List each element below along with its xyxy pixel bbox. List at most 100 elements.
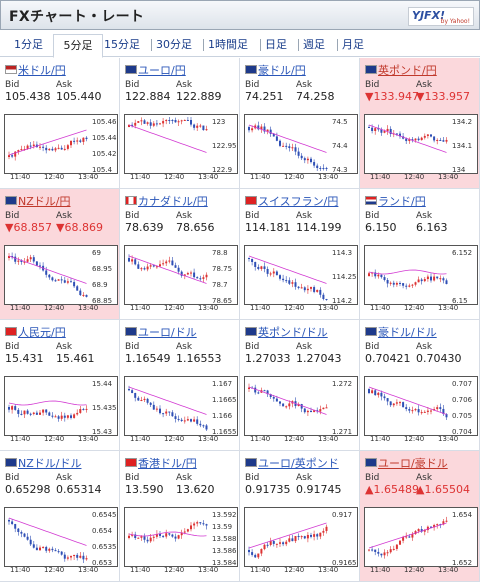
pair-link[interactable]: 豪ドル/ドル — [378, 326, 437, 339]
y-tick-label: 134.2 — [452, 118, 473, 126]
candle-body — [193, 419, 196, 422]
candle-body — [313, 162, 316, 166]
mini-chart[interactable] — [4, 245, 118, 305]
rate-card[interactable]: 人民元/円 Bid 15.431 Ask 15.461 15.44 15.435 15.43 1… — [0, 320, 120, 451]
moving-average-line — [8, 255, 87, 284]
mini-chart[interactable] — [4, 114, 118, 174]
candle-body — [420, 137, 423, 141]
pair-link[interactable]: NZドル/ドル — [18, 457, 82, 470]
candle-body — [275, 398, 278, 402]
rate-card[interactable]: NZドル/ドル Bid 0.65298 Ask 0.65314 0.6545 0.654 0.… — [0, 451, 120, 582]
rate-card[interactable]: スイスフラン/円 Bid 114.181 Ask 114.199 114.3 114.25 1… — [240, 189, 360, 320]
candle-body — [70, 415, 72, 418]
yjfx-logo[interactable]: YJFX! by Yahoo! — [408, 7, 474, 26]
candle-body — [8, 155, 10, 157]
rate-card[interactable]: 米ドル/円 Bid 105.438 Ask 105.440 105.46 105.44 105… — [0, 58, 120, 189]
pair-link[interactable]: NZドル/円 — [18, 195, 71, 208]
rate-card[interactable]: ユーロ/豪ドル Bid ▲1.65489 Ask ▲1.65504 1.654 1.652 1… — [360, 451, 480, 582]
candle-body — [140, 400, 143, 402]
candle-body — [137, 121, 140, 123]
mini-chart[interactable] — [244, 114, 358, 174]
mini-chart[interactable] — [244, 376, 358, 436]
candle-body — [392, 403, 395, 406]
rate-card[interactable]: NZドル/円 Bid ▼68.857 Ask ▼68.869 69 68.95 68.9 68.… — [0, 189, 120, 320]
mini-chart[interactable] — [244, 507, 358, 567]
pair-link[interactable]: カナダドル/円 — [138, 195, 208, 208]
candle-body — [29, 539, 32, 545]
candlestick-chart — [8, 517, 88, 564]
tab-5[interactable]: 日足 — [265, 38, 287, 51]
rate-card[interactable]: ユーロ/英ポンド Bid 0.91735 Ask 0.91745 0.917 0.9165 1… — [240, 451, 360, 582]
rate-card[interactable]: ユーロ/円 Bid 122.884 Ask 122.889 123 122.95 122.9 1… — [120, 58, 240, 189]
candle-body — [266, 268, 269, 274]
pair-link[interactable]: ユーロ/ドル — [138, 326, 197, 339]
candle-body — [174, 536, 177, 539]
pair-link[interactable]: 英ポンド/ドル — [258, 326, 328, 339]
candle-body — [11, 521, 14, 524]
pair-link[interactable]: 香港ドル/円 — [138, 457, 197, 470]
tab-2[interactable]: 15分足 — [104, 38, 140, 51]
candle-body — [11, 406, 14, 410]
tab-4[interactable]: 1時間足 — [208, 38, 248, 51]
tab-6[interactable]: 週足 — [303, 38, 325, 51]
candle-body — [152, 404, 155, 410]
pair-link[interactable]: 英ポンド/円 — [378, 64, 437, 77]
pair-link[interactable]: 米ドル/円 — [18, 64, 66, 77]
y-tick-label: 13.592 — [212, 511, 237, 519]
mini-chart[interactable] — [364, 114, 478, 174]
mini-chart[interactable] — [124, 245, 238, 305]
rate-card[interactable]: 英ポンド/円 Bid ▼133.947 Ask ▼133.957 134.2 134.1 13… — [360, 58, 480, 189]
mini-chart[interactable] — [364, 507, 478, 567]
rate-card[interactable]: ユーロ/ドル Bid 1.16549 Ask 1.16553 1.167 1.1665 1.1… — [120, 320, 240, 451]
candle-body — [439, 407, 442, 409]
candle-body — [51, 415, 54, 417]
rate-card[interactable]: 豪ドル/ドル Bid 0.70421 Ask 0.70430 0.707 0.706 0.70… — [360, 320, 480, 451]
mini-chart[interactable] — [364, 245, 478, 305]
pair-link[interactable]: 人民元/円 — [18, 326, 66, 339]
pair-link[interactable]: 豪ドル/円 — [258, 64, 306, 77]
candle-body — [279, 401, 281, 404]
bid-value: 0.65298 — [5, 483, 51, 496]
rate-card[interactable]: 香港ドル/円 Bid 13.590 Ask 13.620 13.592 13.59 13.58… — [120, 451, 240, 582]
rate-card[interactable]: 豪ドル/円 Bid 74.251 Ask 74.258 74.5 74.4 74.3 11:40… — [240, 58, 360, 189]
mini-chart[interactable] — [124, 376, 238, 436]
x-tick-label: 13:40 — [318, 173, 339, 181]
candle-body — [134, 534, 137, 539]
mini-chart[interactable] — [4, 507, 118, 567]
mini-chart[interactable] — [4, 376, 118, 436]
candle-body — [76, 140, 79, 142]
pair-link[interactable]: スイスフラン/円 — [258, 195, 339, 208]
ask-label: Ask — [296, 342, 313, 352]
flag-icon — [5, 65, 17, 74]
mini-chart[interactable] — [124, 507, 238, 567]
tab-separator — [298, 39, 299, 51]
tab-3[interactable]: 30分足 — [156, 38, 192, 51]
currency-grid: 米ドル/円 Bid 105.438 Ask 105.440 105.46 105.44 105… — [0, 58, 480, 582]
candle-body — [82, 555, 85, 560]
candle-body — [445, 139, 448, 142]
y-tick-label: 15.435 — [92, 404, 117, 412]
candle-body — [269, 129, 272, 134]
y-tick-label: 1.654 — [452, 511, 473, 519]
rate-card[interactable]: カナダドル/円 Bid 78.639 Ask 78.656 78.8 78.75 78.7 78… — [120, 189, 240, 320]
mini-chart[interactable] — [364, 376, 478, 436]
rate-card[interactable]: ランド/円 Bid 6.150 Ask 6.163 6.152 6.15 11:40 12:40… — [360, 189, 480, 320]
candle-body — [26, 145, 29, 150]
candle-body — [60, 551, 63, 555]
rate-card[interactable]: 英ポンド/ドル Bid 1.27033 Ask 1.27043 1.272 1.271 11:… — [240, 320, 360, 451]
moving-average-line — [128, 386, 207, 415]
candle-body — [17, 409, 20, 414]
candle-body — [20, 413, 23, 415]
tab-0[interactable]: 1分足 — [14, 38, 43, 51]
y-tick-label: 0.6535 — [92, 543, 117, 551]
tab-1[interactable]: 5分足 — [53, 34, 103, 58]
x-tick-label: 12:40 — [284, 173, 305, 181]
mini-chart[interactable] — [124, 114, 238, 174]
pair-link[interactable]: ユーロ/円 — [138, 64, 186, 77]
tab-7[interactable]: 月足 — [342, 38, 364, 51]
pair-link[interactable]: ランド/円 — [378, 195, 426, 208]
pair-link[interactable]: ユーロ/豪ドル — [378, 457, 448, 470]
mini-chart[interactable] — [244, 245, 358, 305]
candle-body — [177, 535, 180, 539]
pair-link[interactable]: ユーロ/英ポンド — [258, 457, 339, 470]
